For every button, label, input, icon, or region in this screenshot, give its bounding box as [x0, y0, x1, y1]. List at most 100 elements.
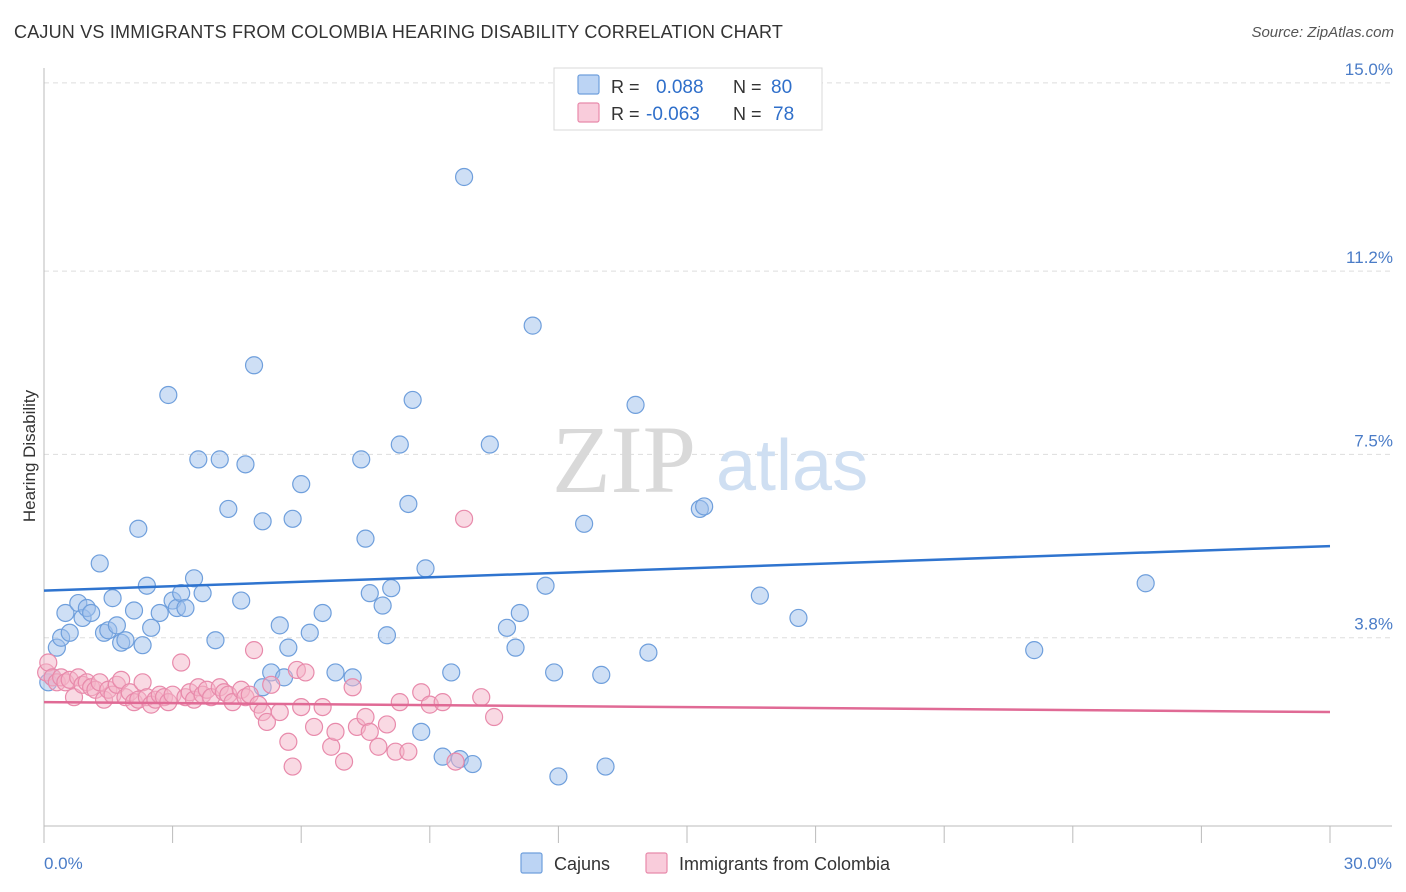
cajun-point-22 — [150, 603, 169, 623]
cajun-trend-line — [43, 544, 1331, 592]
cajun-points — [39, 167, 1155, 786]
cajun-point-50 — [356, 529, 375, 548]
cajun-point-75 — [596, 757, 615, 776]
cajun-point-44 — [292, 475, 311, 494]
cajun-point-32 — [210, 450, 229, 469]
cajun-point-56 — [399, 494, 418, 514]
cajun-point-35 — [236, 455, 255, 474]
cajun-point-82 — [1025, 641, 1044, 660]
cajun-point-47 — [326, 663, 345, 682]
cajun-n-label: N = — [733, 77, 762, 97]
colombia-point-61 — [334, 752, 354, 771]
cajun-point-71 — [545, 663, 564, 682]
cajun-point-18 — [129, 519, 148, 538]
colombia-point-52 — [279, 732, 298, 751]
colombia-series-swatch — [645, 852, 668, 874]
colombia-point-73 — [433, 693, 452, 712]
colombia-point-51 — [270, 702, 289, 722]
cajun-point-77 — [639, 643, 658, 662]
colombia-point-60 — [326, 722, 345, 741]
cajun-point-72 — [549, 767, 568, 786]
colombia-point-57 — [304, 717, 324, 737]
cajun-point-81 — [789, 608, 808, 628]
watermark-zip-text: ZIP — [552, 406, 696, 513]
cajun-point-63 — [454, 167, 474, 187]
colombia-point-49 — [257, 712, 277, 732]
cajun-point-80 — [750, 586, 769, 605]
cajun-point-58 — [412, 722, 431, 741]
colombia-point-69 — [390, 693, 409, 712]
cajun-point-74 — [592, 665, 611, 684]
cajun-legend-swatch — [577, 74, 600, 95]
cajun-point-51 — [360, 584, 379, 603]
cajun-point-73 — [575, 514, 594, 533]
colombia-point-75 — [454, 509, 474, 528]
cajun-point-19 — [133, 636, 152, 655]
cajun-point-65 — [480, 435, 499, 454]
gridlines — [44, 82, 1392, 639]
colombia-r-value: -0.063 — [646, 104, 700, 125]
y-tick-label-1: 7.5% — [1354, 431, 1393, 450]
cajuns-series-label: Cajuns — [554, 854, 610, 874]
cajun-point-45 — [300, 623, 319, 642]
colombia-point-18 — [112, 670, 131, 689]
source-credit: Source: ZipAtlas.com — [1251, 24, 1394, 41]
cajun-point-49 — [352, 450, 371, 469]
colombia-point-67 — [377, 715, 397, 734]
cajun-point-53 — [377, 626, 397, 645]
cajun-point-66 — [497, 618, 517, 637]
cajun-point-36 — [244, 356, 264, 375]
cajun-point-31 — [206, 631, 225, 650]
cajun-point-64 — [463, 754, 482, 774]
cajun-point-70 — [536, 576, 555, 595]
colombia-legend-swatch — [577, 102, 600, 123]
cajun-point-16 — [116, 631, 135, 650]
cajun-r-label: R = — [611, 77, 640, 97]
chart-title: CAJUN VS IMMIGRANTS FROM COLOMBIA HEARIN… — [14, 22, 784, 42]
cajun-point-29 — [189, 450, 208, 469]
cajun-point-52 — [373, 596, 392, 615]
cajun-point-43 — [283, 509, 302, 528]
cajun-point-46 — [313, 603, 332, 623]
colombia-point-76 — [472, 688, 491, 707]
colombia-point-62 — [343, 678, 362, 697]
cajun-point-42 — [279, 638, 298, 657]
cajun-point-69 — [523, 316, 542, 335]
y-tick-label-3: 15.0% — [1345, 60, 1393, 79]
colombia-points — [37, 509, 504, 776]
x-tick-label-max: 30.0% — [1344, 854, 1392, 873]
cajuns-series-swatch — [520, 852, 543, 874]
y-tick-label-2: 11.2% — [1346, 248, 1393, 267]
cajun-point-59 — [416, 559, 435, 578]
colombia-point-74 — [446, 752, 465, 771]
cajun-point-30 — [193, 584, 212, 603]
colombia-r-label: R = — [611, 104, 640, 124]
y-tick-label-0: 3.8% — [1354, 615, 1393, 634]
colombia-point-50 — [262, 675, 281, 694]
colombia-point-31 — [172, 653, 191, 672]
x-axis-ticks — [43, 826, 1331, 843]
colombia-point-70 — [399, 742, 418, 761]
cajun-point-13 — [103, 589, 122, 608]
colombia-point-53 — [283, 757, 302, 776]
colombia-point-56 — [296, 663, 315, 682]
colombia-point-71 — [412, 683, 431, 702]
cajun-point-83 — [1136, 574, 1155, 593]
cajun-point-40 — [270, 616, 289, 635]
cajun-point-33 — [219, 499, 238, 519]
colombia-point-55 — [292, 697, 311, 717]
colombia-point-46 — [244, 641, 264, 660]
cajun-point-9 — [82, 603, 101, 623]
colombia-point-65 — [360, 722, 379, 741]
cajun-point-28 — [184, 569, 204, 588]
cajun-point-79 — [695, 497, 714, 516]
cajun-point-68 — [510, 603, 529, 623]
cajun-r-value: 0.088 — [656, 77, 704, 98]
cajun-point-67 — [506, 638, 525, 657]
colombia-n-label: N = — [733, 104, 762, 124]
cajun-point-23 — [159, 385, 178, 405]
colombia-point-66 — [369, 737, 388, 756]
x-tick-label-min: 0.0% — [44, 854, 83, 873]
cajun-point-54 — [382, 579, 401, 598]
